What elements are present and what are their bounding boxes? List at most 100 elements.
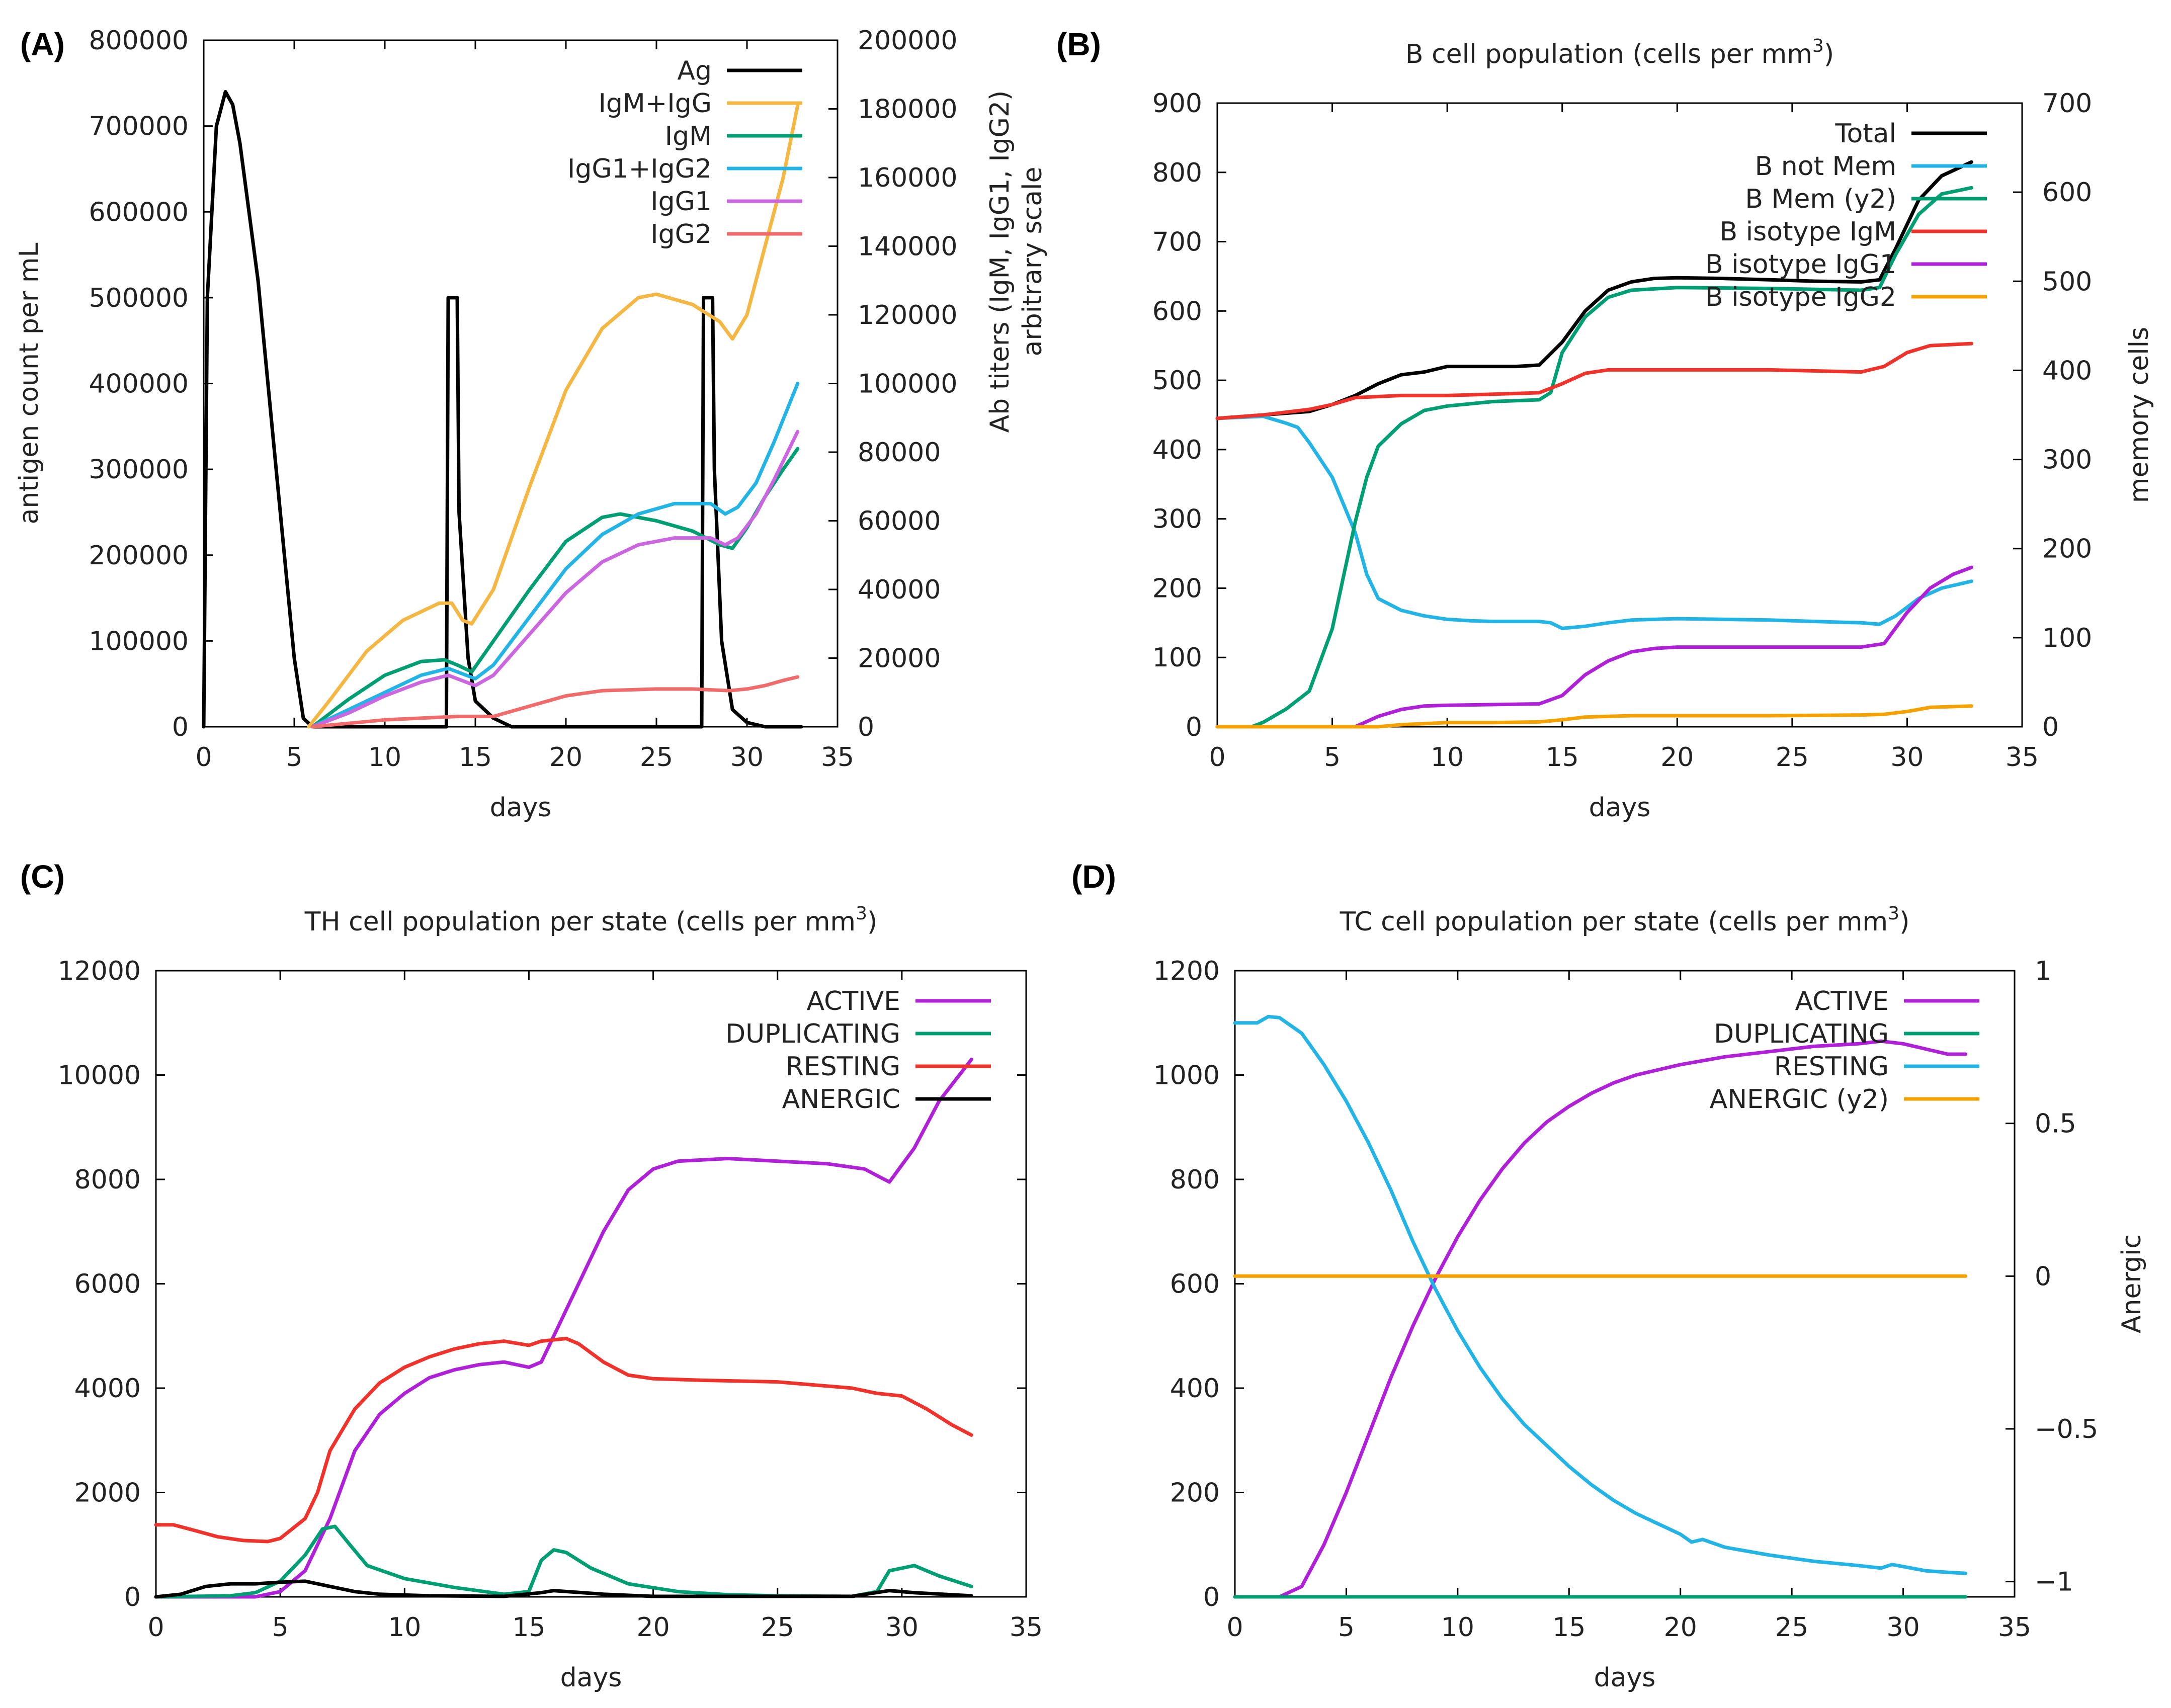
series-line [310, 675, 800, 729]
x-tick-label: 5 [1338, 1612, 1355, 1643]
x-tick-label: 35 [821, 742, 854, 773]
legend-label: B isotype IgG1 [1705, 249, 1896, 280]
legend-label: ACTIVE [807, 986, 901, 1016]
x-tick-label: 25 [1775, 1612, 1808, 1643]
y2-axis-label: Ab titers (IgM, IgG1, IgG2) [985, 91, 1015, 433]
y-tick-label: 600000 [89, 197, 189, 227]
y2-tick-label: 200000 [858, 26, 958, 56]
x-tick-label: 20 [636, 1612, 670, 1643]
series-line [154, 1057, 973, 1599]
series-line [1215, 160, 1973, 420]
x-tick-label: 30 [1886, 1612, 1919, 1643]
y2-tick-label: 120000 [858, 300, 958, 330]
x-axis-label: days [1594, 1663, 1656, 1693]
y-tick-label: 1000 [1153, 1061, 1220, 1091]
x-tick-label: 10 [368, 742, 401, 773]
y-tick-label: 500000 [89, 283, 189, 313]
legend-label: ACTIVE [1795, 986, 1889, 1016]
legend-label: DUPLICATING [725, 1019, 900, 1049]
y2-tick-label: 0 [858, 712, 874, 742]
y-tick-label: 1200 [1153, 956, 1220, 986]
x-tick-label: 35 [2006, 742, 2039, 773]
y-tick-label: 4000 [74, 1374, 141, 1404]
x-tick-label: 30 [730, 742, 764, 773]
legend-label: IgG1 [650, 187, 712, 217]
chart-title: TC cell population per state (cells per … [1340, 903, 1910, 937]
x-tick-label: 0 [147, 1612, 164, 1643]
y-tick-label: 400 [1152, 435, 1202, 465]
y-tick-label: 0 [1203, 1582, 1220, 1612]
y-tick-label: 200 [1152, 573, 1202, 604]
chart-panel: (A)0 5 10 15 20 25 30 3501000002000003000004000… [14, 26, 1048, 823]
x-tick-label: 10 [388, 1612, 421, 1643]
legend-label: ANERGIC [782, 1084, 900, 1115]
y2-tick-label: −0.5 [2035, 1414, 2098, 1444]
series-line [1233, 1039, 1968, 1599]
y-tick-label: 8000 [74, 1165, 141, 1195]
series-line [307, 104, 800, 729]
x-tick-label: 15 [459, 742, 492, 773]
legend-label: IgM [665, 121, 712, 151]
legend-label: Total [1835, 119, 1896, 149]
panel-label: (A) [20, 26, 65, 62]
x-tick-label: 5 [286, 742, 302, 773]
x-tick-label: 20 [1664, 1612, 1697, 1643]
y2-tick-label: 100 [2042, 623, 2092, 653]
y-tick-label: 12000 [58, 956, 141, 986]
y-tick-label: 100 [1152, 643, 1202, 673]
x-tick-label: 20 [549, 742, 582, 773]
series-line [154, 1579, 973, 1599]
series-line [310, 382, 800, 729]
x-tick-label: 35 [1010, 1612, 1043, 1643]
y-tick-label: 700000 [89, 112, 189, 142]
y-tick-label: 0 [172, 712, 189, 742]
y2-tick-label: 700 [2042, 89, 2092, 119]
y2-axis-label: Anergic [2117, 1234, 2147, 1333]
x-tick-label: 0 [195, 742, 212, 773]
y2-tick-label: 60000 [858, 506, 941, 537]
y2-axis-label: memory cells [2124, 327, 2154, 503]
x-tick-label: 5 [272, 1612, 289, 1643]
x-tick-label: 10 [1431, 742, 1464, 773]
y2-tick-label: 0.5 [2035, 1109, 2076, 1139]
y2-tick-label: 100000 [858, 369, 958, 399]
y-tick-label: 100000 [89, 626, 189, 656]
series-line [1215, 186, 1973, 729]
legend-label: B isotype IgM [1720, 217, 1896, 247]
y2-tick-label: 140000 [858, 232, 958, 262]
series-line [1215, 704, 1973, 729]
x-axis-label: days [490, 793, 552, 823]
x-tick-label: 25 [761, 1612, 794, 1643]
x-tick-label: 0 [1226, 1612, 1243, 1643]
x-axis-label: days [560, 1663, 622, 1693]
legend-label: IgG2 [650, 219, 712, 249]
y-tick-label: 300000 [89, 455, 189, 485]
y2-tick-label: 80000 [858, 438, 941, 468]
legend-label: B Mem (y2) [1745, 184, 1896, 214]
y-tick-label: 700 [1152, 227, 1202, 258]
y-tick-label: 300 [1152, 504, 1202, 535]
legend-label: RESTING [1774, 1052, 1889, 1082]
x-tick-label: 15 [512, 1612, 545, 1643]
series-line [1215, 565, 1973, 729]
panel-label: (C) [20, 859, 65, 895]
chart-panel: (D)0 5 10 15 20 25 30 35020040060080010001200−1… [1071, 859, 2147, 1693]
series-line [154, 1336, 973, 1544]
y2-tick-label: 160000 [858, 163, 958, 193]
legend-label: RESTING [786, 1052, 900, 1082]
series-line [202, 90, 803, 729]
y-tick-label: 600 [1170, 1269, 1220, 1300]
y-tick-label: 200 [1170, 1478, 1220, 1508]
y2-tick-label: 300 [2042, 445, 2092, 475]
x-tick-label: 30 [885, 1612, 919, 1643]
y-tick-label: 200000 [89, 541, 189, 571]
x-tick-label: 25 [640, 742, 673, 773]
y2-axis-label: arbitrary scale [1018, 167, 1048, 357]
y2-tick-label: 0 [2035, 1261, 2051, 1292]
x-tick-label: 35 [1998, 1612, 2031, 1643]
y2-tick-label: 20000 [858, 644, 941, 674]
y-axis-label: antigen count per mL [14, 243, 44, 525]
y2-tick-label: 200 [2042, 534, 2092, 564]
legend-label: B not Mem [1755, 151, 1896, 182]
